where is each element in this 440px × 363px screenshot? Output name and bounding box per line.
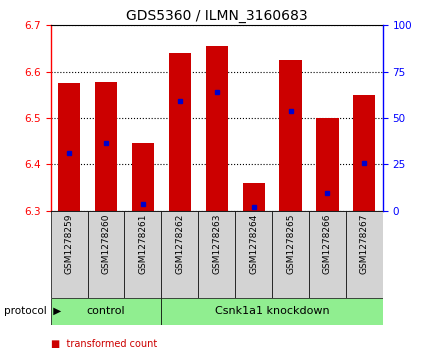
Bar bbox=[51, 211, 88, 298]
Bar bbox=[316, 118, 338, 211]
Bar bbox=[125, 211, 161, 298]
Text: GSM1278267: GSM1278267 bbox=[360, 213, 369, 274]
Bar bbox=[58, 83, 80, 211]
Bar bbox=[346, 211, 383, 298]
Bar bbox=[205, 46, 228, 211]
Bar bbox=[95, 82, 117, 211]
Title: GDS5360 / ILMN_3160683: GDS5360 / ILMN_3160683 bbox=[126, 9, 308, 23]
Bar bbox=[161, 211, 198, 298]
Text: ■  transformed count: ■ transformed count bbox=[51, 339, 157, 350]
Bar bbox=[161, 298, 383, 325]
Text: GSM1278264: GSM1278264 bbox=[249, 213, 258, 274]
Bar bbox=[272, 211, 309, 298]
Bar bbox=[353, 95, 375, 211]
Bar bbox=[198, 211, 235, 298]
Bar bbox=[132, 143, 154, 211]
Bar bbox=[235, 211, 272, 298]
Bar bbox=[279, 60, 301, 211]
Bar bbox=[309, 211, 346, 298]
Bar bbox=[88, 211, 125, 298]
Text: GSM1278266: GSM1278266 bbox=[323, 213, 332, 274]
Text: protocol  ▶: protocol ▶ bbox=[4, 306, 62, 316]
Text: GSM1278265: GSM1278265 bbox=[286, 213, 295, 274]
Text: GSM1278261: GSM1278261 bbox=[138, 213, 147, 274]
Text: GSM1278262: GSM1278262 bbox=[175, 213, 184, 274]
Text: GSM1278260: GSM1278260 bbox=[102, 213, 110, 274]
Text: Csnk1a1 knockdown: Csnk1a1 knockdown bbox=[215, 306, 330, 316]
Text: control: control bbox=[87, 306, 125, 316]
Bar bbox=[242, 183, 265, 211]
Text: GSM1278259: GSM1278259 bbox=[65, 213, 73, 274]
Text: GSM1278263: GSM1278263 bbox=[212, 213, 221, 274]
Bar bbox=[51, 298, 161, 325]
Bar bbox=[169, 53, 191, 211]
